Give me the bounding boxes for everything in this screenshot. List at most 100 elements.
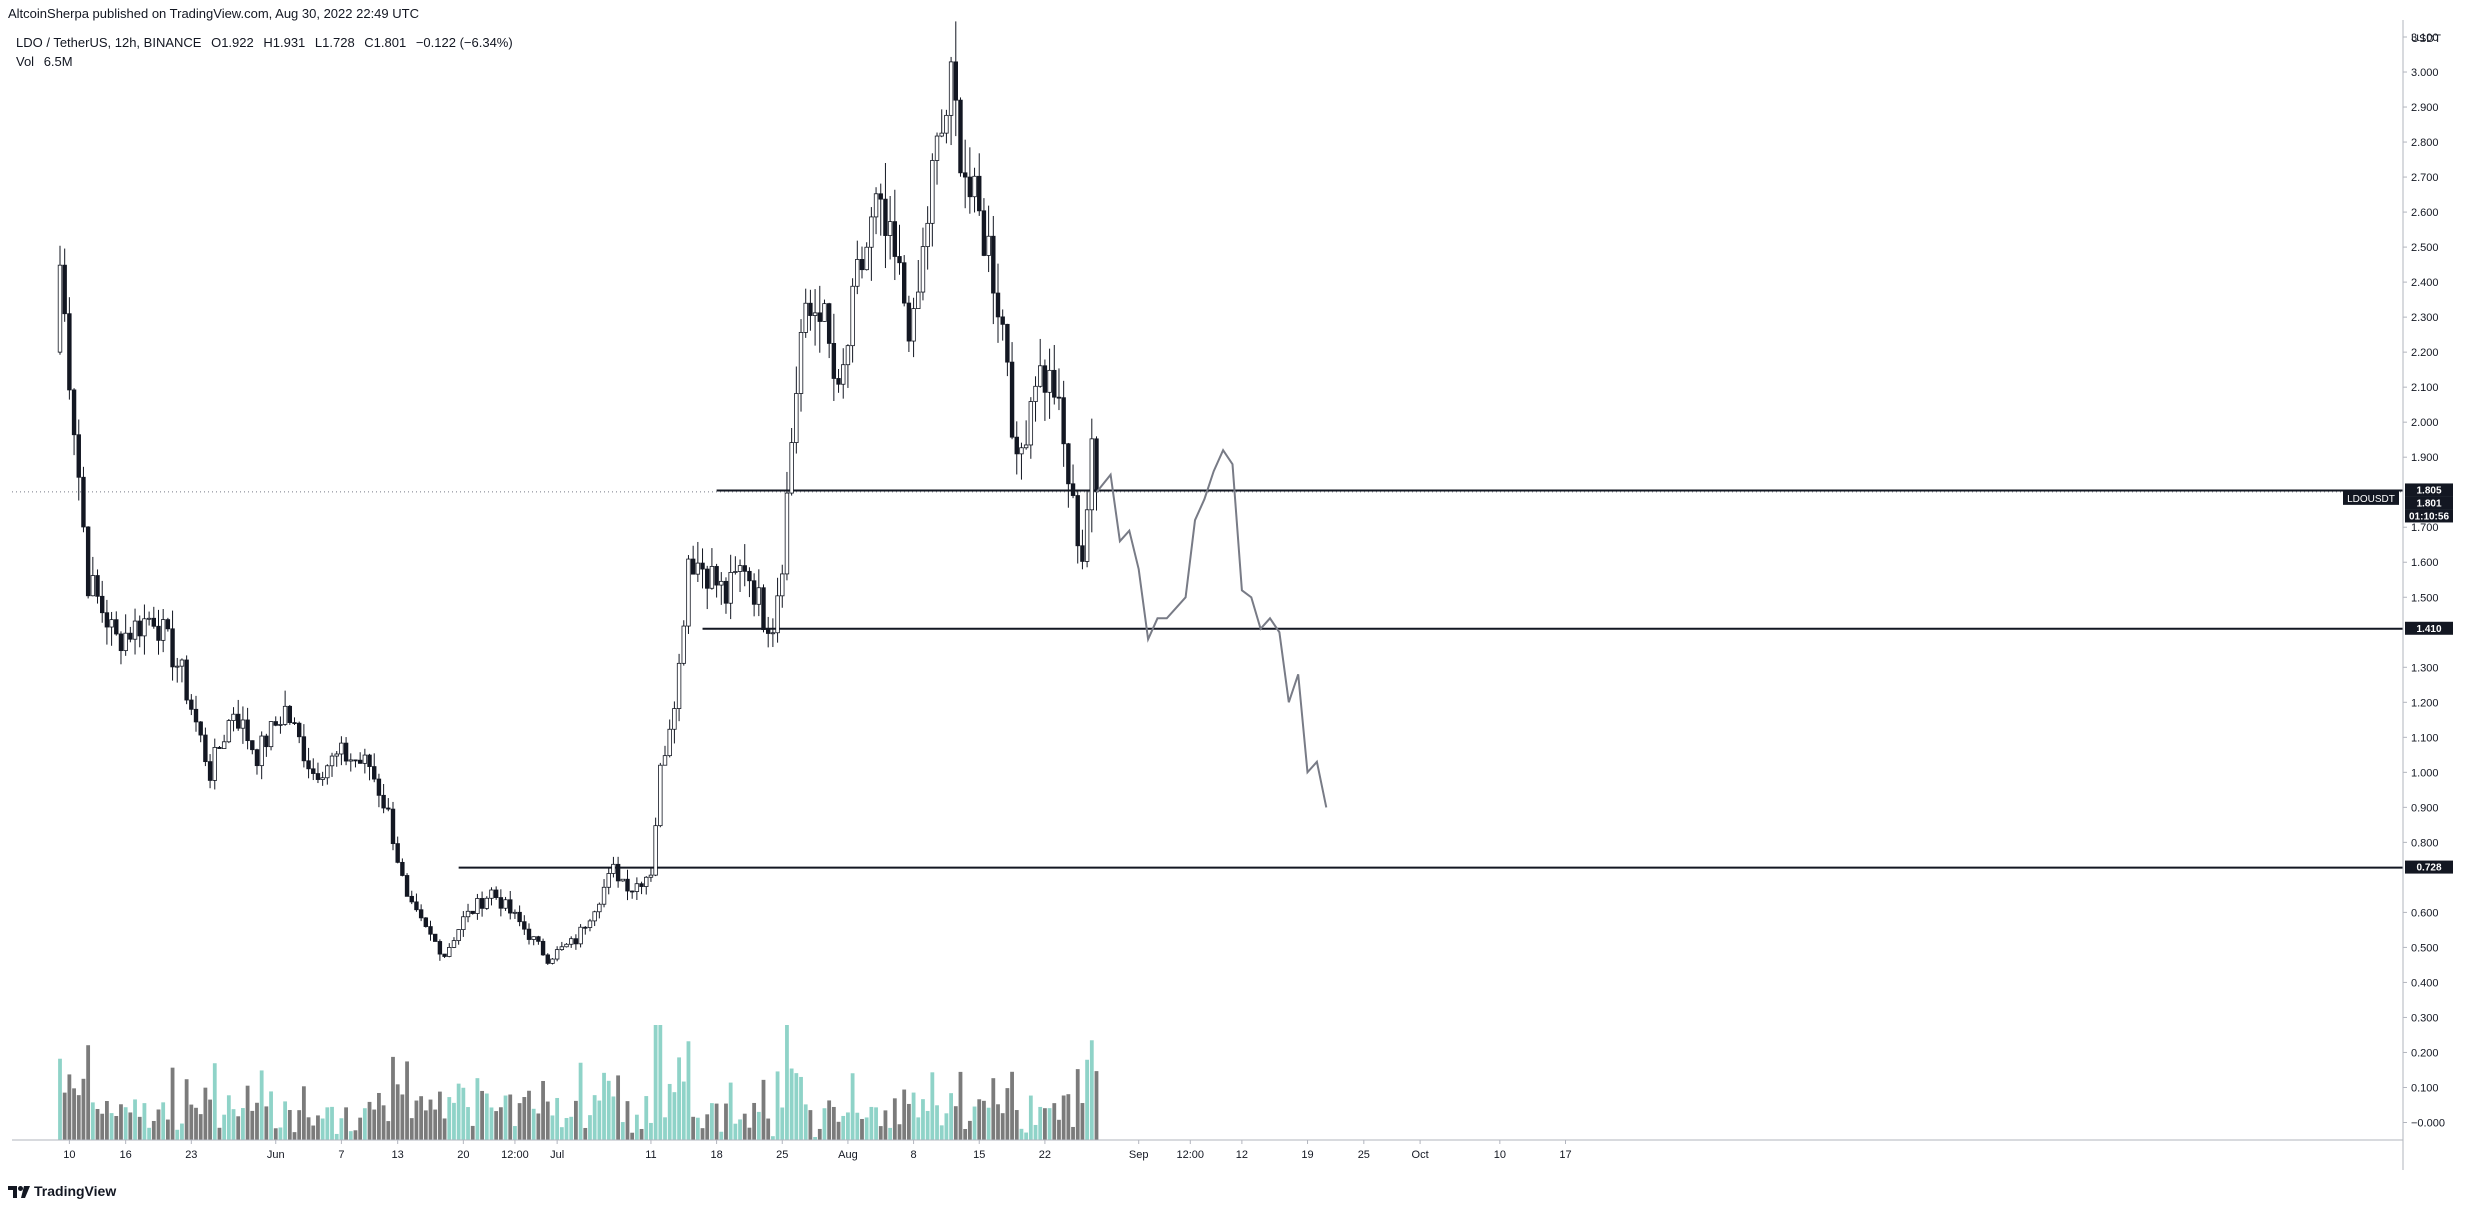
candle-body bbox=[700, 562, 705, 570]
volume-bar bbox=[222, 1114, 227, 1140]
symbol-badge bbox=[2343, 490, 2399, 505]
candle-body bbox=[1075, 495, 1080, 547]
volume-bar bbox=[583, 1127, 588, 1140]
candle-body bbox=[784, 492, 790, 575]
volume-bar bbox=[658, 1025, 663, 1140]
volume-bar bbox=[803, 1104, 808, 1140]
volume-bar bbox=[869, 1106, 874, 1140]
volume-bar bbox=[766, 1118, 771, 1140]
candle-body bbox=[780, 573, 785, 597]
volume-bar bbox=[1033, 1124, 1038, 1140]
volume-bar bbox=[1066, 1094, 1071, 1140]
x-tick-label: 15 bbox=[973, 1149, 985, 1161]
candle-body bbox=[1052, 369, 1057, 398]
volume-bar bbox=[967, 1120, 972, 1140]
candle-body bbox=[531, 936, 536, 940]
candle-body bbox=[765, 629, 771, 634]
volume-bar bbox=[461, 1087, 466, 1140]
volume-bar bbox=[569, 1116, 574, 1140]
y-tick-label: 1.100 bbox=[2411, 732, 2439, 744]
volume-bar bbox=[151, 1120, 156, 1140]
volume-bar bbox=[208, 1099, 212, 1140]
volume-bar bbox=[991, 1078, 996, 1140]
candle-body bbox=[723, 580, 729, 604]
volume-bar bbox=[597, 1100, 602, 1140]
candle-body bbox=[991, 235, 996, 294]
volume-bar bbox=[902, 1089, 907, 1140]
volume-bar bbox=[156, 1109, 161, 1140]
candle-body bbox=[128, 632, 133, 640]
candle-body bbox=[573, 938, 579, 945]
candle-body bbox=[653, 825, 658, 876]
volume-bar bbox=[1071, 1126, 1075, 1140]
y-tick-label: −0.000 bbox=[2411, 1117, 2445, 1129]
volume-bar bbox=[780, 1107, 785, 1140]
y-tick-label: 2.300 bbox=[2411, 312, 2439, 324]
candle-body bbox=[845, 345, 851, 366]
candle-body bbox=[198, 721, 203, 736]
volume-bar bbox=[827, 1100, 832, 1140]
candle-body bbox=[381, 794, 386, 809]
volume-bar bbox=[241, 1108, 245, 1140]
candle-body bbox=[644, 876, 649, 887]
volume-bar bbox=[513, 1126, 517, 1140]
volume-bar bbox=[297, 1110, 302, 1140]
candle-body bbox=[362, 754, 368, 764]
volume-bar bbox=[846, 1112, 850, 1140]
volume-bar bbox=[1052, 1103, 1057, 1140]
candle-body bbox=[770, 632, 776, 635]
ohlc-row: LDO / TetherUS, 12h, BINANCE O1.922 H1.9… bbox=[16, 33, 519, 52]
volume-bar bbox=[1019, 1128, 1024, 1140]
candle-body bbox=[348, 759, 353, 762]
candle-body bbox=[934, 135, 940, 161]
symbol-legend: LDO / TetherUS, 12h, BINANCE O1.922 H1.9… bbox=[16, 33, 519, 71]
candle-body bbox=[648, 874, 654, 878]
candle-body bbox=[250, 740, 255, 751]
volume-bar bbox=[705, 1114, 710, 1140]
candle-body bbox=[479, 898, 485, 909]
volume-bar bbox=[475, 1078, 480, 1140]
volume-bar bbox=[339, 1118, 344, 1140]
price-badge-text: 1.805 bbox=[2416, 485, 2441, 496]
x-tick-label: Jun bbox=[267, 1149, 285, 1161]
candle-body bbox=[95, 575, 100, 597]
candle-body bbox=[742, 565, 747, 572]
candle-body bbox=[489, 889, 494, 899]
candle-body bbox=[944, 114, 949, 134]
price-badge-text: 0.728 bbox=[2416, 863, 2441, 874]
low-value: L1.728 bbox=[314, 35, 355, 50]
candle-body bbox=[1047, 369, 1052, 393]
y-tick-label: 0.200 bbox=[2411, 1047, 2439, 1059]
volume-bar bbox=[147, 1127, 152, 1140]
volume-bar bbox=[939, 1125, 944, 1140]
candle-body bbox=[1028, 401, 1034, 446]
x-tick-label: Oct bbox=[1412, 1149, 1429, 1161]
volume-bar bbox=[105, 1101, 109, 1140]
candle-body bbox=[836, 378, 841, 385]
tradingview-logo[interactable]: TradingView bbox=[8, 1183, 116, 1199]
x-tick-label: 10 bbox=[63, 1149, 75, 1161]
volume-bar bbox=[372, 1109, 377, 1140]
candle-body bbox=[808, 302, 813, 316]
candle-body bbox=[676, 662, 682, 709]
candle-body bbox=[719, 580, 724, 586]
candle-body bbox=[376, 778, 382, 796]
volume-bar bbox=[442, 1118, 447, 1140]
candle-body bbox=[878, 193, 883, 200]
volume-bar bbox=[541, 1080, 545, 1140]
volume-bar bbox=[742, 1113, 747, 1140]
candle-body bbox=[212, 746, 217, 781]
candle-body bbox=[864, 246, 869, 271]
volume-bar bbox=[958, 1071, 963, 1140]
symbol-label[interactable]: LDO / TetherUS, 12h, BINANCE bbox=[16, 35, 202, 50]
volume-bar bbox=[452, 1102, 456, 1140]
volume-bar bbox=[545, 1101, 550, 1140]
x-tick-label: 23 bbox=[185, 1149, 197, 1161]
candle-body bbox=[554, 949, 560, 960]
candle-body bbox=[751, 580, 757, 605]
candle-body bbox=[236, 713, 241, 729]
candle-body bbox=[386, 807, 391, 810]
candle-body bbox=[756, 587, 762, 605]
volume-bar bbox=[405, 1061, 409, 1140]
